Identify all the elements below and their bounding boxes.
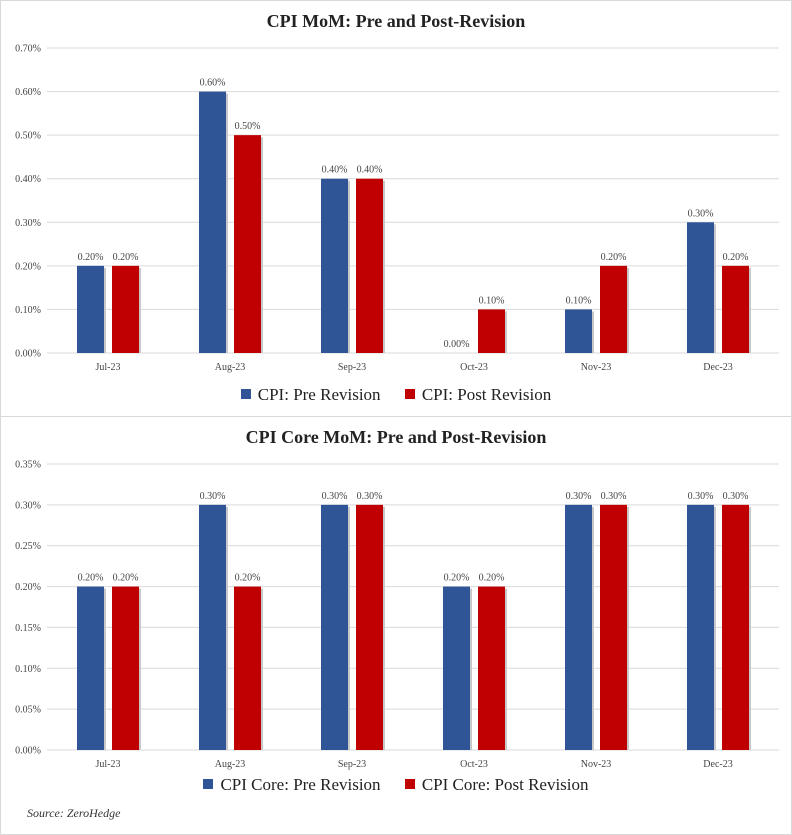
bar-pre [565,309,592,353]
plot-area: 0.00% 0.10% 0.20% 0.30% 0.40% 0.50% 0.60% 0.70%… [15,44,779,373]
y-tick-label: 0.00% [15,746,41,757]
legend-item-pre: CPI Core: Pre Revision [203,775,381,795]
y-tick-label: 0.50% [15,131,41,142]
legend-label-post: CPI: Post Revision [421,385,552,404]
legend: CPI: Pre Revision CPI: Post Revision [1,385,791,405]
bar-pre [321,504,348,750]
data-label: 0.20% [601,252,627,263]
y-tick-label: 0.30% [15,500,41,511]
y-tick-label: 0.15% [15,623,41,634]
data-label: 0.20% [444,573,470,584]
x-tick-label: Sep-23 [338,759,366,770]
source-note: Source: ZeroHedge [27,806,121,820]
data-label: 0.10% [566,295,592,306]
chart-title: CPI Core MoM: Pre and Post-Revision [245,427,547,447]
x-tick-label: Dec-23 [703,759,732,770]
y-tick-label: 0.30% [15,218,41,229]
legend-swatch-pre [240,389,251,399]
data-label: 0.20% [78,573,104,584]
bar-post [112,586,139,750]
x-tick-label: Aug-23 [215,362,246,373]
chart-cpi-mom: CPI MoM: Pre and Post-Revision 0.00% 0.10… [0,0,792,417]
y-tick-label: 0.20% [15,261,41,272]
bar-pre [687,222,714,353]
data-label: 0.10% [479,295,505,306]
data-label: 0.20% [235,573,261,584]
y-tick-label: 0.70% [15,44,41,55]
legend-swatch-post [404,389,415,399]
bar-pre [321,178,348,353]
data-label: 0.00% [444,339,470,350]
data-label: 0.30% [566,491,592,502]
x-tick-label: Aug-23 [215,759,246,770]
x-tick-label: Jul-23 [96,759,121,770]
data-label: 0.30% [688,491,714,502]
bar-post [356,178,383,353]
y-tick-label: 0.35% [15,460,41,471]
data-label: 0.30% [357,491,383,502]
chart-title: CPI MoM: Pre and Post-Revision [266,11,526,31]
bar-post [234,135,261,353]
y-tick-label: 0.00% [15,349,41,360]
x-tick-label: Nov-23 [581,362,612,373]
data-label: 0.20% [113,573,139,584]
data-label: 0.40% [357,165,383,176]
bar-post [234,586,261,750]
legend-item-pre: CPI: Pre Revision [240,385,381,405]
bar-pre [199,504,226,750]
bar-post [356,504,383,750]
legend-item-post: CPI: Post Revision [404,385,552,405]
bar-post [600,265,627,353]
y-tick-label: 0.60% [15,87,41,98]
chart-cpi-core-mom: CPI Core MoM: Pre and Post-Revision 0.00… [0,417,792,835]
legend-swatch-post [404,779,415,789]
data-label: 0.30% [322,491,348,502]
bar-post [600,504,627,750]
data-label: 0.20% [723,252,749,263]
data-label: 0.60% [200,78,226,89]
plot-area: 0.00% 0.05% 0.10% 0.15% 0.20% 0.25% 0.30% 0.35%… [15,460,779,770]
data-label: 0.20% [78,252,104,263]
legend-swatch-pre [203,779,214,789]
data-label: 0.30% [200,491,226,502]
bar-pre [687,504,714,750]
x-tick-label: Jul-23 [96,362,121,373]
data-label: 0.20% [479,573,505,584]
bar-pre [199,91,226,354]
legend-label-pre: CPI Core: Pre Revision [220,775,381,794]
bar-pre [443,586,470,750]
y-tick-label: 0.40% [15,174,41,185]
data-label: 0.30% [723,491,749,502]
y-tick-label: 0.10% [15,305,41,316]
bar-post [722,265,749,353]
bar-pre [77,265,104,353]
y-tick-label: 0.20% [15,582,41,593]
x-tick-label: Oct-23 [460,362,488,373]
bar-pre [565,504,592,750]
y-tick-label: 0.10% [15,664,41,675]
data-label: 0.50% [235,121,261,132]
x-tick-label: Sep-23 [338,362,366,373]
y-tick-label: 0.05% [15,705,41,716]
data-label: 0.40% [322,165,348,176]
x-tick-label: Nov-23 [581,759,612,770]
data-label: 0.30% [601,491,627,502]
bar-post [478,309,505,353]
legend: CPI Core: Pre Revision CPI Core: Post Re… [1,775,791,795]
bar-pre [77,586,104,750]
x-tick-label: Dec-23 [703,362,732,373]
legend-label-pre: CPI: Pre Revision [257,385,381,404]
bar-post [478,586,505,750]
legend-label-post: CPI Core: Post Revision [421,775,589,794]
bar-post [722,504,749,750]
legend-item-post: CPI Core: Post Revision [404,775,589,795]
data-label: 0.20% [113,252,139,263]
x-tick-label: Oct-23 [460,759,488,770]
bar-post [112,265,139,353]
y-tick-label: 0.25% [15,541,41,552]
data-label: 0.30% [688,208,714,219]
